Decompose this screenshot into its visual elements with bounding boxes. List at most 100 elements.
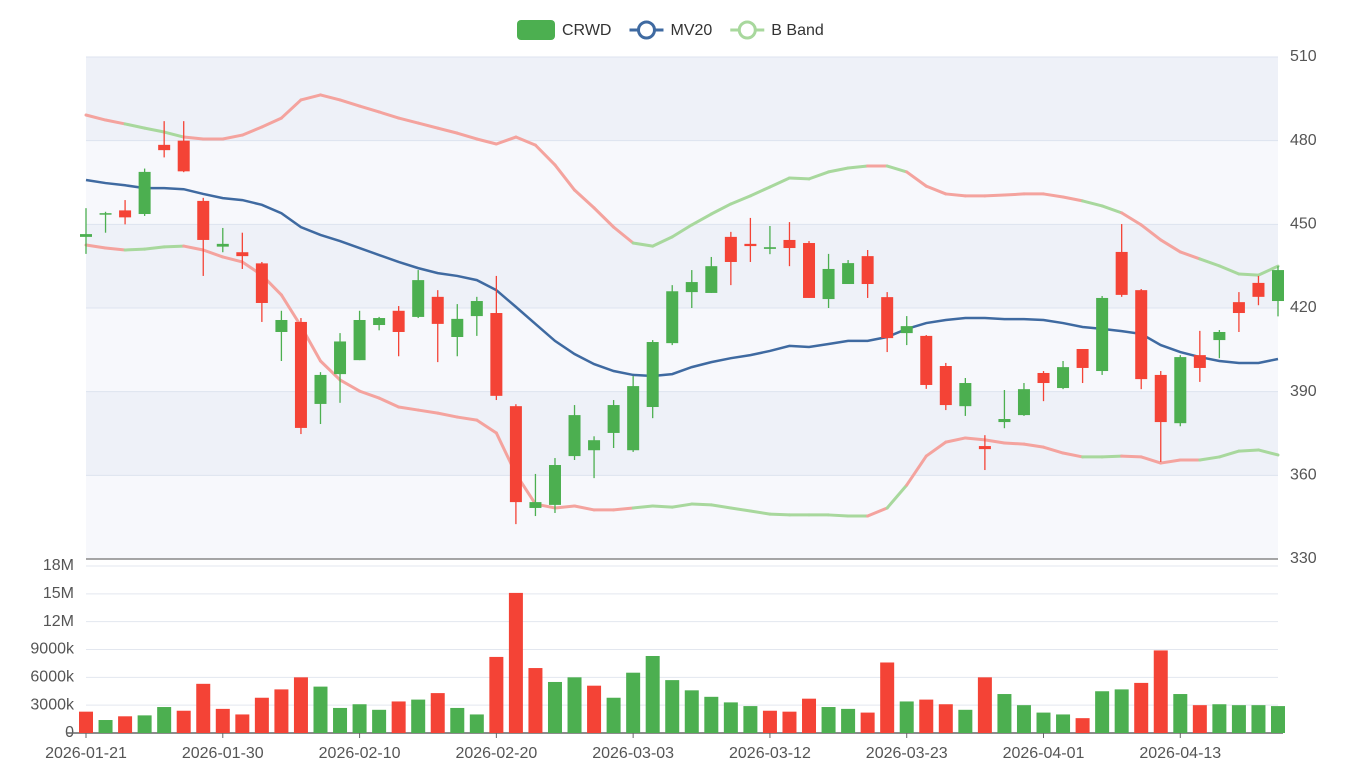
band-line — [709, 503, 733, 510]
band-line — [123, 247, 147, 252]
band-line — [143, 245, 166, 251]
band-line — [553, 163, 577, 192]
volume-bar — [782, 711, 797, 733]
x-tick-label: 2026-01-21 — [45, 745, 127, 762]
x-tick-label: 2026-02-20 — [455, 745, 537, 762]
candle-body — [627, 386, 640, 451]
volume-bar — [1114, 689, 1129, 733]
candle-body — [490, 313, 503, 396]
candle-body — [588, 440, 601, 451]
volume-bar — [762, 710, 777, 733]
band-line — [651, 504, 674, 509]
candle-body — [509, 406, 522, 503]
legend-marker[interactable] — [737, 20, 757, 40]
band-line — [162, 244, 186, 249]
band-line — [1002, 192, 1026, 197]
candle-body — [1213, 331, 1226, 341]
candle-body — [373, 318, 386, 326]
band-line — [963, 436, 987, 442]
volume-bar — [118, 716, 133, 733]
candle-body — [744, 243, 757, 247]
band-line — [690, 502, 713, 507]
candle-body — [353, 319, 366, 361]
band-line — [729, 194, 752, 206]
candle-body — [177, 140, 190, 172]
candle-body — [881, 297, 894, 339]
grid-band — [86, 391, 1278, 476]
band-line — [983, 193, 1006, 198]
volume-bar — [1173, 694, 1188, 733]
volume-bar — [684, 690, 699, 733]
band-line — [162, 130, 186, 139]
band-line — [651, 235, 674, 248]
legend-label[interactable]: CRWD — [562, 22, 611, 39]
grid-band — [86, 224, 1278, 308]
band-line — [455, 131, 479, 141]
legend-marker[interactable] — [636, 20, 656, 40]
candle-body — [763, 247, 776, 249]
band-line — [905, 170, 928, 188]
band-line — [1256, 264, 1280, 277]
band-line — [279, 293, 303, 328]
band-line — [1061, 451, 1085, 459]
band-line — [1002, 441, 1026, 446]
legend-label[interactable]: MV20 — [670, 22, 712, 39]
band-line — [612, 225, 635, 245]
volume-bar — [899, 701, 914, 733]
volume-bar — [528, 668, 543, 733]
band-line — [201, 248, 225, 259]
y-tick-label: 9000k — [30, 641, 75, 658]
volume-bar — [802, 698, 817, 733]
volume-bar — [587, 685, 602, 733]
candle-body — [431, 296, 444, 324]
band-line — [983, 438, 1006, 445]
legend-label[interactable]: B Band — [771, 22, 823, 39]
y-tick-label: 480 — [1290, 132, 1317, 149]
candle-body — [529, 502, 542, 508]
volume-bar — [489, 656, 504, 733]
volume-bar — [1095, 691, 1110, 733]
band-line — [1237, 448, 1260, 453]
band-line — [631, 504, 655, 510]
legend-swatch[interactable] — [517, 20, 555, 40]
volume-bar — [157, 707, 172, 733]
y-tick-label: 15M — [43, 585, 74, 602]
band-line — [944, 192, 967, 198]
volume-bar — [1134, 682, 1149, 733]
volume-bar — [469, 714, 484, 733]
volume-bar — [723, 702, 738, 733]
candle-body — [1076, 348, 1089, 368]
band-line — [1120, 454, 1143, 459]
volume-bar — [958, 709, 973, 733]
band-line — [104, 246, 127, 252]
grid-band — [86, 475, 1278, 559]
volume-bar — [606, 697, 621, 733]
candle-body — [1174, 357, 1187, 424]
band-line — [631, 241, 655, 248]
volume-bar — [1075, 718, 1090, 733]
band-line — [553, 504, 577, 510]
grid-band — [86, 57, 1278, 141]
volume-bar — [821, 707, 836, 733]
x-tick-label: 2026-03-03 — [592, 745, 674, 762]
volume-bar — [665, 680, 680, 733]
candle-body — [275, 319, 288, 332]
candle-body — [548, 465, 561, 505]
candle-body — [1057, 367, 1070, 389]
candle-body — [197, 200, 210, 240]
band-line — [924, 440, 948, 458]
band-line — [807, 170, 831, 181]
candle-body — [666, 291, 679, 344]
volume-bar — [547, 681, 562, 733]
volume-bar — [196, 683, 211, 733]
x-tick-label: 2026-03-23 — [866, 745, 948, 762]
band-line — [182, 135, 205, 141]
band-line — [1217, 449, 1241, 459]
candle-body — [1193, 355, 1206, 368]
band-line — [397, 405, 420, 412]
grid-band — [86, 140, 1278, 225]
volume-bar — [450, 707, 465, 733]
band-line — [84, 243, 108, 250]
volume-bar — [137, 715, 152, 733]
volume-bar — [626, 672, 641, 733]
